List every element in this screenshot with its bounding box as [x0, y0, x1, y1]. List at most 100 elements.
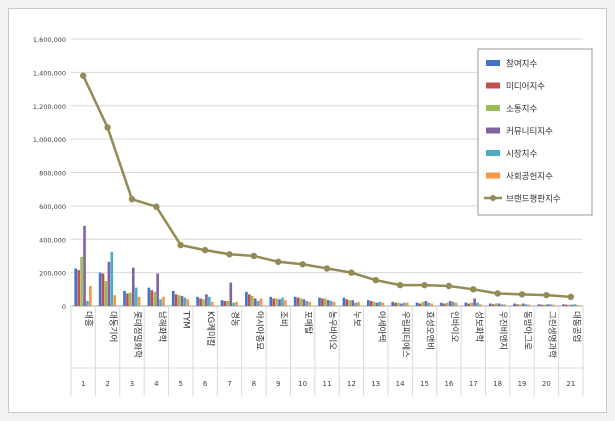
line-point — [543, 291, 550, 299]
legend-swatch — [486, 105, 500, 111]
bar — [199, 298, 202, 306]
bar — [202, 299, 205, 306]
bar — [123, 290, 126, 306]
x-category-number: 6 — [203, 380, 208, 388]
bar — [159, 299, 162, 306]
bar — [129, 292, 132, 306]
x-category-label: 그린생명과학 — [546, 311, 557, 358]
bar — [451, 301, 455, 306]
bar — [134, 287, 138, 306]
line-point — [567, 293, 575, 301]
bar — [259, 298, 263, 306]
bar — [375, 302, 379, 306]
x-category-number: 21 — [566, 380, 575, 388]
bar — [327, 300, 330, 306]
bar — [348, 300, 352, 306]
y-tick-label: 1,000,000 — [33, 136, 66, 144]
bar — [430, 303, 434, 306]
x-category-label: 대동기어 — [108, 311, 119, 342]
legend-swatch — [486, 60, 500, 66]
bar — [537, 304, 541, 306]
x-category-number: 9 — [276, 380, 280, 388]
x-category-number: 16 — [444, 380, 453, 388]
bar — [324, 298, 327, 306]
bar — [516, 304, 519, 306]
bar — [448, 300, 452, 306]
bar — [394, 302, 397, 306]
y-tick-label: 1,600,000 — [33, 36, 66, 44]
legend-label: 소통지수 — [506, 105, 537, 115]
line-point — [518, 291, 526, 298]
bar — [400, 303, 403, 306]
bar — [354, 302, 357, 306]
bar — [205, 294, 208, 306]
y-tick-label: 200,000 — [39, 270, 66, 278]
chart: 0 200,000 400,000 600,000 800,000 1,000,000 1,… — [33, 36, 593, 396]
bar — [476, 302, 479, 306]
line-point — [104, 124, 111, 131]
bar — [186, 299, 190, 306]
line-point — [250, 252, 258, 260]
bar — [281, 297, 284, 306]
bar — [180, 295, 184, 306]
bar — [470, 302, 473, 306]
bar — [488, 303, 492, 306]
bar — [513, 303, 516, 306]
x-category-number: 7 — [227, 380, 231, 388]
bar — [232, 302, 236, 306]
bar — [494, 303, 498, 306]
bar — [543, 304, 547, 306]
bar — [275, 298, 278, 306]
bar — [440, 302, 443, 306]
bar — [443, 303, 446, 306]
bar — [329, 300, 333, 306]
x-category-label: 대흥 — [83, 311, 94, 327]
line-point — [79, 72, 87, 79]
y-tick-label: 800,000 — [39, 170, 66, 178]
x-category-number: 20 — [542, 380, 551, 388]
bar — [229, 282, 233, 306]
y-tick-label: 400,000 — [39, 236, 66, 244]
bar — [321, 298, 324, 306]
bar — [299, 298, 303, 306]
legend-label: 참여지수 — [506, 59, 537, 70]
x-category-label: 남해화학 — [156, 311, 167, 342]
bar — [424, 300, 428, 306]
x-category-label: 우림피티에스 — [400, 311, 411, 358]
bar — [89, 285, 92, 306]
bar — [357, 301, 360, 306]
bar — [342, 297, 346, 306]
x-category-label: 누보 — [351, 311, 361, 327]
bar — [77, 270, 80, 306]
bar — [113, 295, 117, 306]
bar — [293, 296, 297, 306]
bar — [418, 303, 422, 306]
line-point — [177, 241, 184, 249]
bar — [405, 302, 409, 306]
bar — [272, 298, 276, 306]
bar — [391, 301, 394, 306]
x-category-label: 롯데정밀화학 — [132, 311, 143, 358]
x-category-label: KG케미칼 — [205, 311, 215, 347]
x-category-number: 2 — [105, 380, 109, 388]
bar — [445, 302, 449, 306]
bar — [174, 294, 178, 306]
x-category-number: 11 — [323, 380, 332, 388]
bar — [519, 304, 522, 306]
bar — [83, 225, 86, 306]
bar — [235, 301, 238, 306]
line-point — [226, 251, 233, 258]
bar — [162, 296, 165, 306]
bar — [397, 302, 400, 306]
x-category-number: 3 — [130, 380, 134, 388]
bar — [98, 272, 102, 306]
x-category-label: 조비 — [278, 311, 288, 327]
bar — [308, 301, 312, 306]
bar — [540, 304, 544, 306]
x-category-label: 아시아종묘 — [254, 311, 265, 350]
bar — [107, 261, 111, 306]
x-category-label: 성보화학 — [473, 311, 484, 342]
line-point — [470, 286, 477, 293]
x-category-number: 4 — [154, 380, 159, 388]
y-tick-label: 0 — [62, 303, 66, 311]
